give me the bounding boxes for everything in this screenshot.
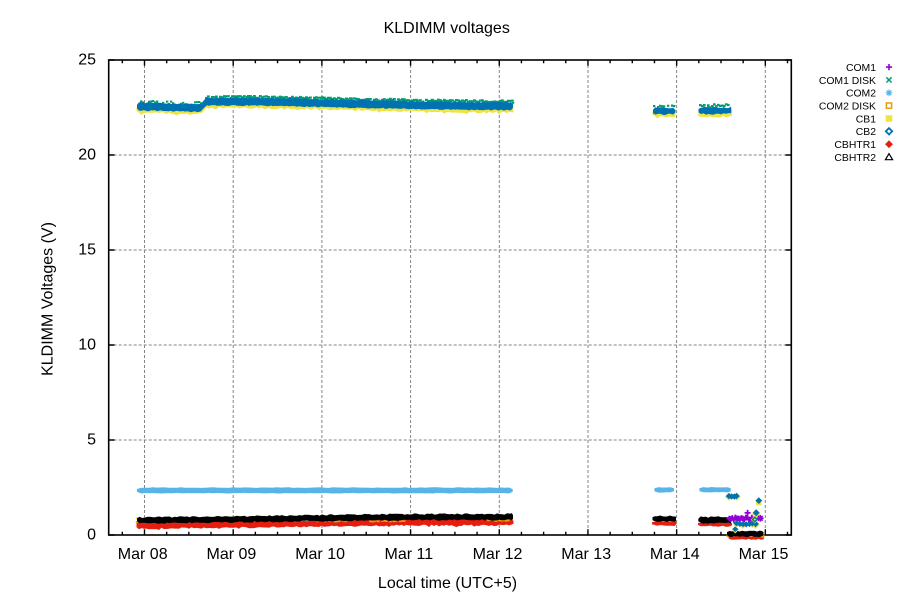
svg-text:15: 15 [78,241,96,258]
svg-text:25: 25 [78,51,96,68]
svg-text:Local time (UTC+5): Local time (UTC+5) [378,575,517,592]
svg-text:5: 5 [87,431,96,448]
svg-text:COM1 DISK: COM1 DISK [819,76,876,87]
svg-text:KLDIMM voltages: KLDIMM voltages [384,20,510,37]
svg-text:CBHTR1: CBHTR1 [834,140,876,151]
svg-text:CBHTR2: CBHTR2 [834,153,876,164]
svg-text:Mar 11: Mar 11 [384,546,433,563]
svg-text:10: 10 [78,336,96,353]
svg-text:Mar 15: Mar 15 [739,546,789,563]
svg-text:Mar 10: Mar 10 [295,546,345,563]
svg-text:Mar 14: Mar 14 [650,546,700,563]
svg-text:Mar 13: Mar 13 [561,546,611,563]
svg-text:CB1: CB1 [856,114,876,125]
svg-text:Mar 08: Mar 08 [118,546,168,563]
svg-text:COM2: COM2 [846,89,876,100]
svg-text:KLDIMM Voltages (V): KLDIMM Voltages (V) [40,222,57,376]
svg-text:COM2 DISK: COM2 DISK [819,102,876,113]
svg-text:20: 20 [78,146,96,163]
svg-text:COM1: COM1 [846,63,876,74]
svg-text:CB2: CB2 [856,127,876,138]
svg-text:0: 0 [87,526,96,543]
svg-text:Mar 12: Mar 12 [473,546,523,563]
svg-text:Mar 09: Mar 09 [207,546,257,563]
